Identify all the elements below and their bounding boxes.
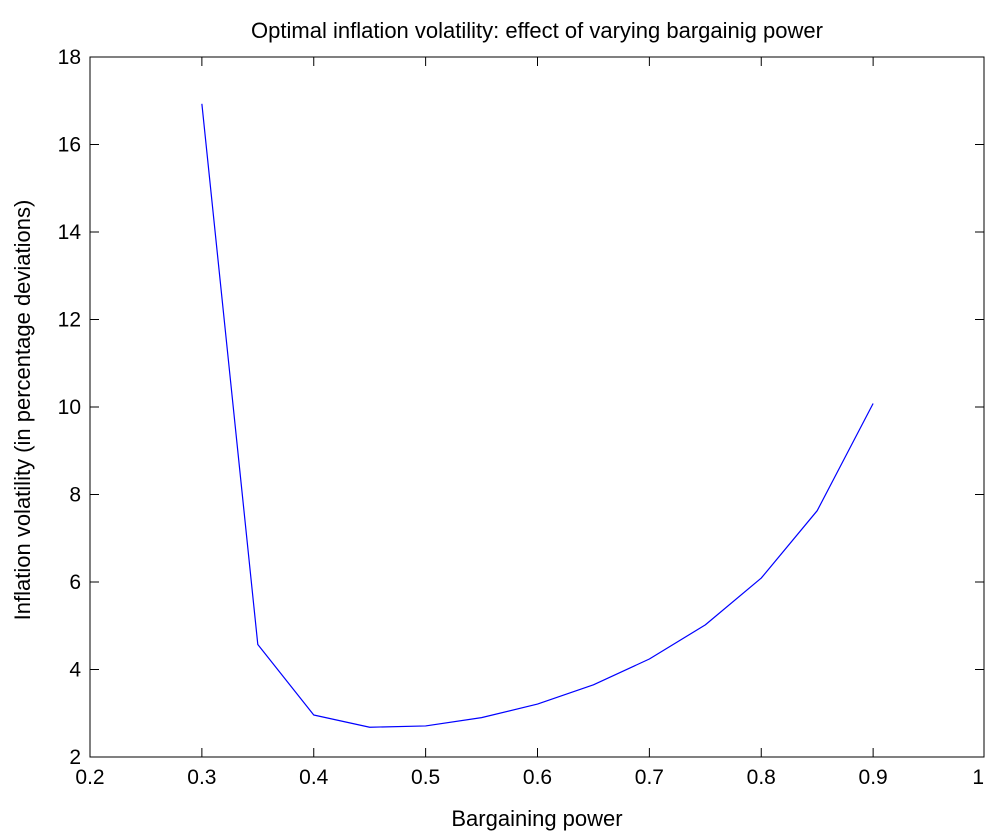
x-tick-label: 0.2 (75, 766, 104, 789)
x-axis-ticks: 0.2 0.3 0.4 0.5 0.6 0.7 0.8 0.9 1 (75, 57, 985, 789)
y-tick-label: 12 (58, 309, 81, 332)
x-tick-label: 0.9 (859, 766, 888, 789)
chart-title: Optimal inflation volatility: effect of … (251, 18, 823, 43)
x-tick-label: 0.4 (299, 766, 329, 789)
y-tick-label: 2 (69, 746, 81, 769)
series-layer (201, 103, 874, 728)
x-tick-label: 0.6 (523, 766, 552, 789)
x-tick-label: 0.8 (747, 766, 776, 789)
y-tick-label: 14 (58, 221, 82, 244)
y-tick-label: 6 (69, 571, 81, 594)
y-tick-label: 4 (69, 659, 81, 682)
y-tick-label: 8 (69, 484, 81, 507)
y-axis-ticks: 2 4 6 8 10 12 14 16 18 (58, 46, 984, 769)
y-axis-label: Inflation volatility (in percentage devi… (10, 200, 35, 621)
y-tick-label: 10 (58, 396, 81, 419)
x-tick-label: 0.5 (411, 766, 440, 789)
x-tick-label: 0.7 (635, 766, 664, 789)
plot-frame (89, 56, 985, 758)
x-axis-label: Bargaining power (451, 806, 622, 831)
x-tick-label: 0.3 (187, 766, 216, 789)
x-tick-label: 1 (972, 766, 984, 789)
y-tick-label: 16 (58, 134, 81, 157)
series-line-0 (201, 103, 874, 728)
y-tick-label: 18 (58, 46, 81, 69)
